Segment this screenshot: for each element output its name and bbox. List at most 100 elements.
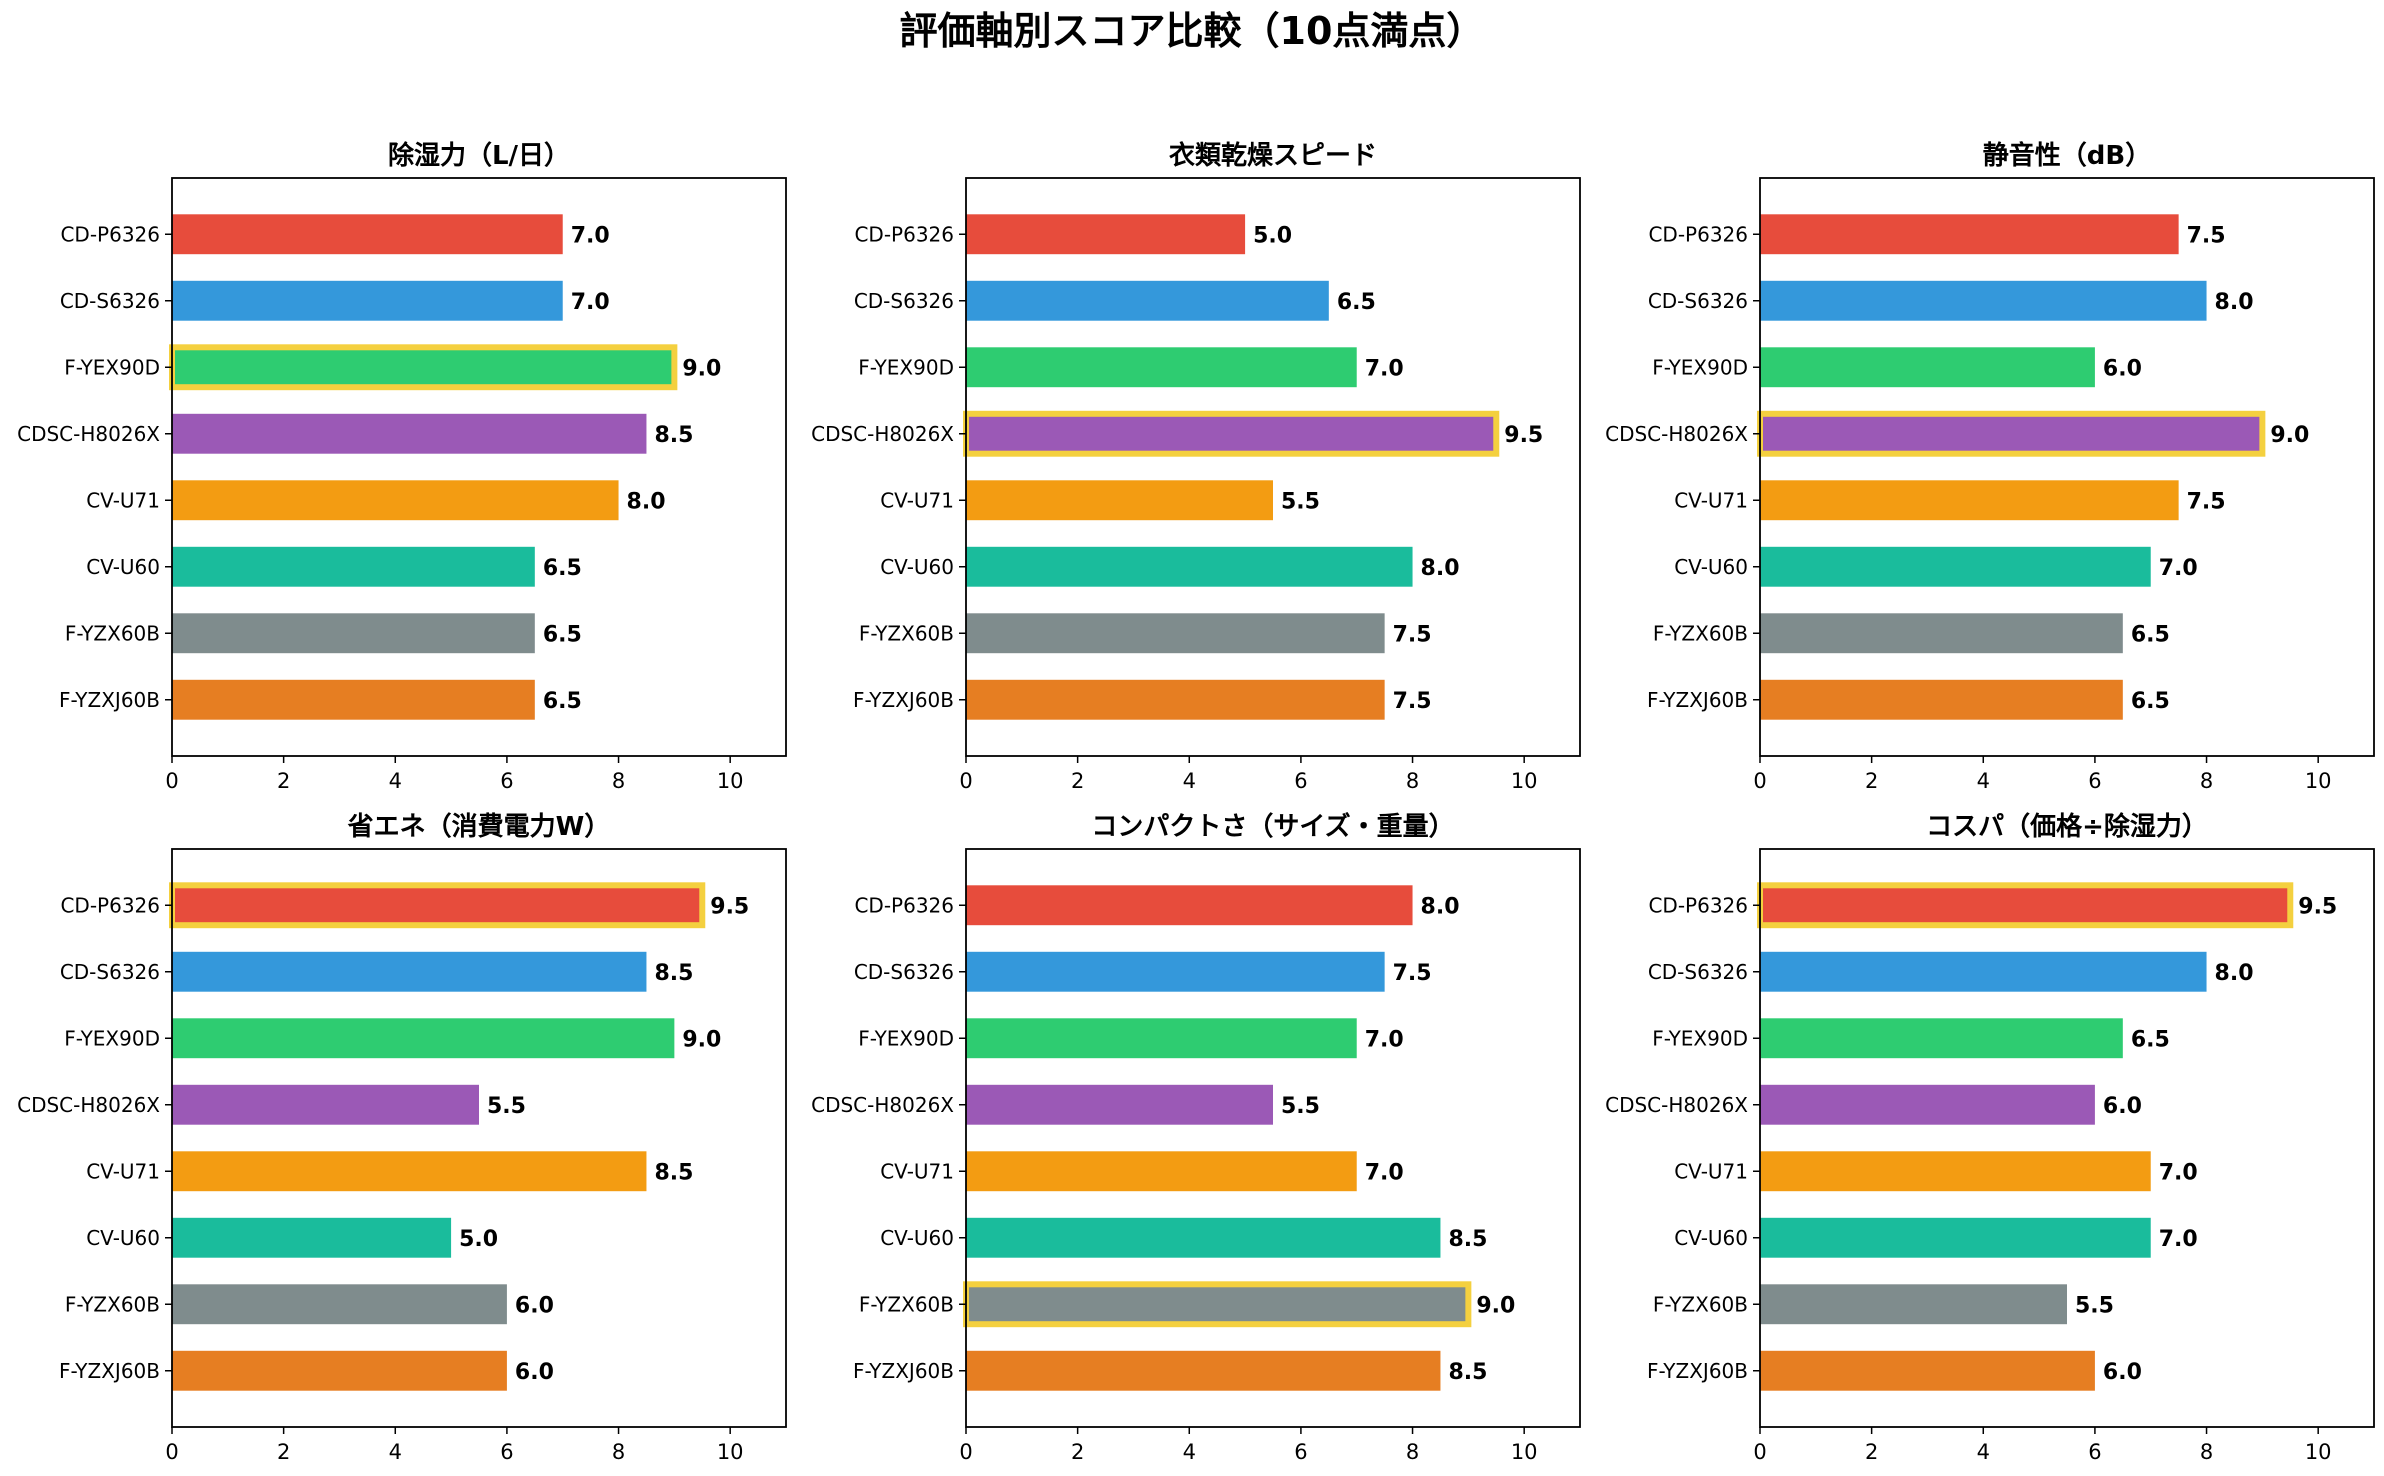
value-label: 8.5	[654, 423, 693, 448]
bar	[966, 1350, 1441, 1391]
category-label: F-YEX90D	[64, 355, 160, 379]
x-tick-label: 8	[1406, 769, 1419, 793]
figure-title: 評価軸別スコア比較（10点満点）	[900, 9, 1485, 53]
category-label: CD-S6326	[60, 960, 160, 984]
x-tick-label: 10	[2305, 769, 2332, 793]
category-label: CV-U60	[86, 1226, 160, 1250]
x-tick-label: 2	[277, 769, 290, 793]
axes-frame	[1759, 177, 2375, 757]
value-label: 7.5	[1393, 689, 1432, 714]
category-label: F-YZX60B	[65, 1292, 160, 1316]
category-label: F-YZX60B	[65, 621, 160, 645]
x-tick-label: 6	[2088, 1440, 2101, 1464]
bar	[966, 1018, 1357, 1059]
value-label: 5.5	[1281, 489, 1320, 514]
x-tick-label: 10	[1511, 1440, 1538, 1464]
category-label: CV-U71	[880, 488, 954, 512]
bar	[966, 214, 1246, 255]
value-label: 7.0	[2159, 1160, 2198, 1185]
x-tick-label: 6	[2088, 769, 2101, 793]
bar	[966, 951, 1385, 992]
panel-title: 衣類乾燥スピード	[1169, 140, 1377, 171]
category-label: CV-U71	[86, 488, 160, 512]
category-label: F-YZX60B	[859, 1292, 954, 1316]
value-label: 8.5	[654, 1160, 693, 1185]
x-tick-label: 4	[1977, 769, 1990, 793]
value-label: 7.0	[1365, 356, 1404, 381]
category-label: CD-P6326	[60, 893, 160, 917]
x-tick-label: 6	[500, 769, 513, 793]
value-label: 9.5	[2298, 894, 2337, 919]
value-label: 8.0	[2215, 290, 2254, 315]
value-label: 6.0	[515, 1360, 554, 1385]
bar	[1760, 1284, 2067, 1325]
value-label: 5.5	[2075, 1293, 2114, 1318]
value-label: 9.5	[1504, 423, 1543, 448]
value-label: 9.0	[2270, 423, 2309, 448]
chart-panel: コスパ（価格÷除湿力） CD-P6326 9.5 CD-S6326 8.0 F-YEX90…	[1605, 811, 2375, 1464]
panel-title: 静音性（dB）	[1983, 140, 2151, 171]
bar	[1760, 280, 2207, 321]
category-label: CV-U60	[1674, 1226, 1748, 1250]
x-tick-label: 4	[1183, 769, 1196, 793]
category-label: CD-P6326	[60, 222, 160, 246]
category-label: F-YEX90D	[64, 1026, 160, 1050]
value-label: 7.0	[571, 290, 610, 315]
chart-panel: コンパクトさ（サイズ・重量） CD-P6326 8.0 CD-S6326 7.5 F-YE…	[811, 811, 1581, 1464]
x-tick-label: 10	[1511, 769, 1538, 793]
category-label: F-YZXJ60B	[1647, 688, 1748, 712]
value-label: 5.5	[487, 1094, 526, 1119]
panel-title: 除湿力（L/日）	[388, 140, 570, 171]
x-tick-label: 0	[1753, 1440, 1766, 1464]
category-label: F-YZX60B	[1653, 621, 1748, 645]
bar	[1760, 1350, 2095, 1391]
bar	[172, 1350, 507, 1391]
x-tick-label: 0	[959, 769, 972, 793]
bar	[172, 951, 647, 992]
axes-frame	[171, 848, 787, 1428]
bar	[966, 613, 1385, 654]
axes-frame	[1759, 848, 2375, 1428]
chart-panel: 除湿力（L/日） CD-P6326 7.0 CD-S6326 7.0 F-YEX90D 9.…	[17, 140, 787, 793]
bar	[172, 679, 535, 720]
category-label: CD-S6326	[60, 289, 160, 313]
bar	[172, 480, 619, 521]
category-label: CD-S6326	[1648, 289, 1748, 313]
value-label: 8.0	[627, 489, 666, 514]
bar	[172, 1151, 647, 1192]
x-tick-label: 8	[1406, 1440, 1419, 1464]
category-label: CV-U71	[86, 1159, 160, 1183]
category-label: F-YEX90D	[858, 355, 954, 379]
category-label: F-YZX60B	[859, 621, 954, 645]
category-label: F-YEX90D	[858, 1026, 954, 1050]
value-label: 6.0	[515, 1293, 554, 1318]
bar	[172, 1284, 507, 1325]
x-tick-label: 0	[1753, 769, 1766, 793]
value-label: 6.5	[2131, 1027, 2170, 1052]
category-label: F-YZXJ60B	[853, 688, 954, 712]
x-tick-label: 6	[500, 1440, 513, 1464]
bar	[1760, 480, 2179, 521]
x-tick-label: 8	[2200, 1440, 2213, 1464]
bar	[966, 546, 1413, 587]
chart-panel: 衣類乾燥スピード CD-P6326 5.0 CD-S6326 6.5 F-YEX90D 7.…	[811, 140, 1581, 793]
bar	[1760, 951, 2207, 992]
x-tick-label: 8	[612, 769, 625, 793]
value-label: 7.0	[1365, 1027, 1404, 1052]
x-tick-label: 10	[2305, 1440, 2332, 1464]
bar	[1760, 1084, 2095, 1125]
category-label: F-YZXJ60B	[59, 688, 160, 712]
value-label: 6.0	[2103, 1094, 2142, 1119]
x-tick-label: 2	[1865, 1440, 1878, 1464]
bar-highlighted	[963, 410, 1500, 457]
value-label: 9.0	[682, 356, 721, 381]
category-label: CV-U71	[1674, 488, 1748, 512]
value-label: 7.0	[571, 223, 610, 248]
category-label: F-YZXJ60B	[1647, 1359, 1748, 1383]
bar	[1760, 546, 2151, 587]
x-tick-label: 8	[612, 1440, 625, 1464]
category-label: CDSC-H8026X	[811, 1093, 954, 1117]
chart-panels: 除湿力（L/日） CD-P6326 7.0 CD-S6326 7.0 F-YEX90D 9.…	[17, 140, 2375, 1464]
value-label: 7.5	[1393, 961, 1432, 986]
bar	[172, 1018, 675, 1059]
